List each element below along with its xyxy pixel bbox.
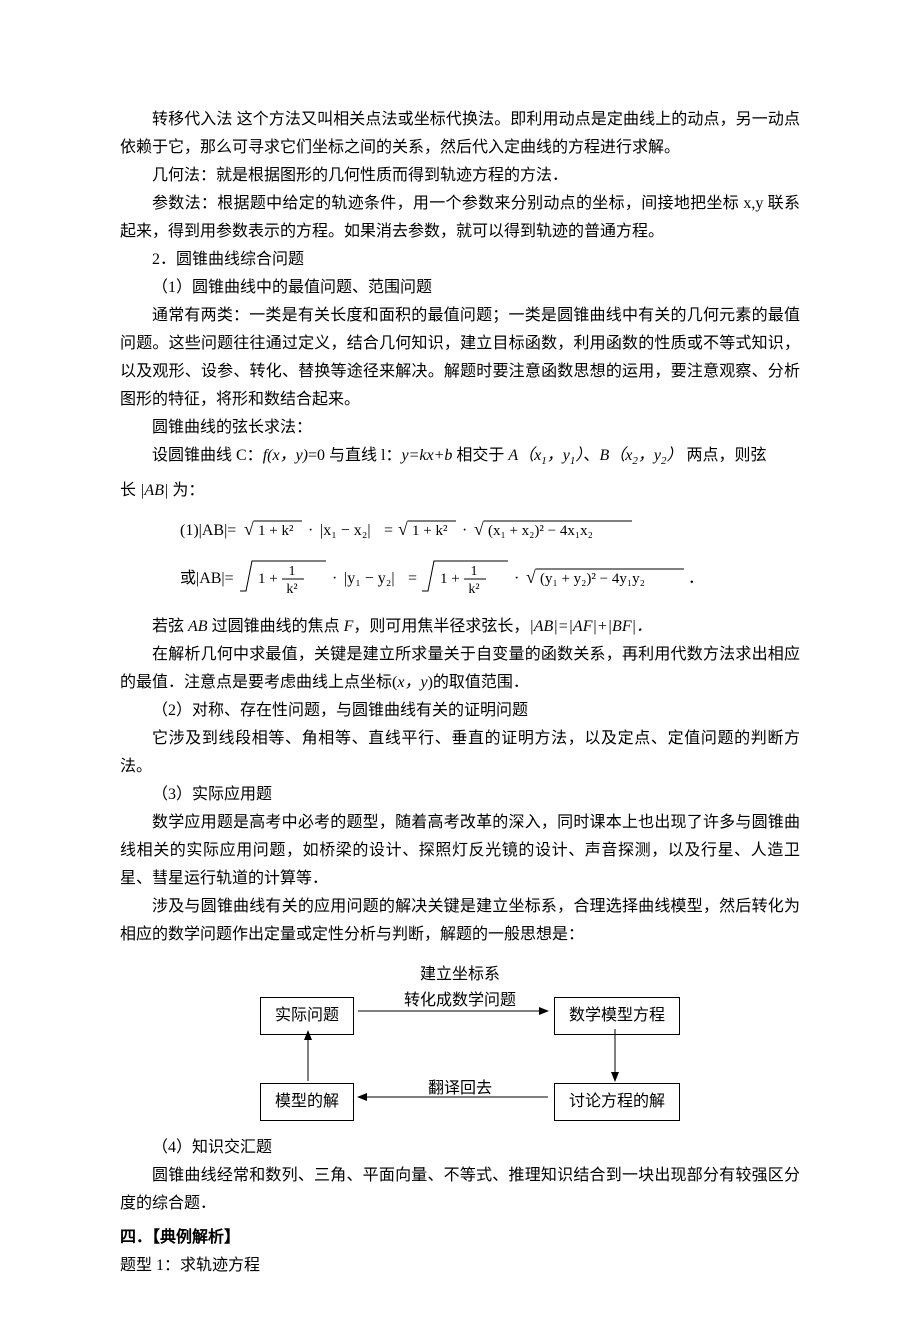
para-geometry-method: 几何法：就是根据图形的几何性质而得到轨迹方程的方法． (120, 162, 800, 190)
math-point-a: A（x1，y1） (508, 447, 583, 464)
flow-box-discuss-solution: 讨论方程的解 (554, 1083, 680, 1121)
para-focus-chord: 若弦 AB 过圆锥曲线的焦点 F，则可用焦半径求弦长，|AB|=|AF|+|BF… (120, 613, 800, 641)
svg-text:√: √ (244, 519, 254, 539)
text-part: =0 与直线 l： (308, 447, 401, 464)
para-extreme-value: 在解析几何中求最值，关键是建立所求量关于自变量的函数关系，再利用代数方法求出相应… (120, 641, 800, 697)
svg-text:1: 1 (289, 564, 296, 579)
svg-text:k²: k² (468, 582, 479, 597)
heading-sub-2: （2）对称、存在性问题，与圆锥曲线有关的证明问题 (120, 697, 800, 725)
svg-text:1: 1 (471, 564, 478, 579)
heading-sub-1: （1）圆锥曲线中的最值问题、范围问题 (120, 274, 800, 302)
svg-text:1 +: 1 + (440, 571, 460, 587)
svg-text:或|AB|=: 或|AB|= (180, 569, 234, 587)
para-symmetry: 它涉及到线段相等、角相等、直线平行、垂直的证明方法，以及定点、定值问题的判断方法… (120, 725, 800, 781)
flow-label-translate: 翻译回去 (410, 1075, 510, 1103)
math-abs-ab: |AB| (140, 482, 168, 499)
para-parameter-method: 参数法：根据题中给定的轨迹条件，用一个参数来分别动点的坐标，间接地把坐标 x,y… (120, 190, 800, 246)
text-part: 两点，则弦 (682, 447, 766, 464)
svg-text:1 +: 1 + (258, 571, 278, 587)
formula-chord-length: (1)|AB|= √ 1 + k² · |x₁ − x₂| = √ 1 + k²… (180, 513, 800, 609)
flow-box-model-solution: 模型的解 (260, 1083, 354, 1121)
svg-text:·: · (462, 522, 467, 539)
math-fxy: f(x，y) (263, 447, 308, 464)
para-application-key: 涉及与圆锥曲线有关的应用问题的解决关键是建立坐标系，合理选择曲线模型，然后转化为… (120, 893, 800, 949)
text-part: 若弦 (152, 618, 188, 635)
math-point-b: B（x2，y2） (599, 447, 682, 464)
heading-sub-4: （4）知识交汇题 (120, 1134, 800, 1162)
flow-box-real-problem: 实际问题 (260, 997, 354, 1035)
flowchart: 建立坐标系 实际问题 数学模型方程 模型的解 讨论方程的解 转化成数学问题 翻译… (240, 961, 680, 1126)
svg-text:k²: k² (286, 582, 297, 597)
svg-text:·: · (332, 570, 337, 587)
para-transfer-method: 转移代入法 这个方法又叫相关点法或坐标代换法。即利用动点是定曲线上的动点，另一动… (120, 106, 800, 162)
math-xy: x，y (397, 674, 427, 691)
para-application: 数学应用题是高考中必考的题型，随着高考改革的深入，同时课本上也出现了许多与圆锥曲… (120, 809, 800, 893)
formula-lead: (1)|AB|= (180, 522, 236, 539)
svg-text:√: √ (474, 519, 484, 539)
svg-text:√: √ (398, 519, 408, 539)
flow-box-math-model: 数学模型方程 (554, 997, 680, 1035)
text-part: 、 (583, 447, 599, 464)
math-f: F (344, 618, 354, 635)
svg-text:1 + k²: 1 + k² (258, 523, 294, 539)
math-ab: AB (188, 618, 208, 635)
text-part: 设圆锥曲线 C： (152, 447, 263, 464)
text-part: 相交于 (452, 447, 508, 464)
text-part: )的取值范围． (428, 674, 529, 691)
svg-text:|x₁ − x₂|: |x₁ − x₂| (320, 522, 371, 539)
svg-text:1 + k²: 1 + k² (412, 523, 448, 539)
para-chord-setup-2: 长 |AB| 为： (120, 477, 800, 505)
svg-text:(y₁ + y₂)² − 4y₁y₂: (y₁ + y₂)² − 4y₁y₂ (540, 571, 645, 587)
svg-text:(x₁ + x₂)² − 4x₁x₂: (x₁ + x₂)² − 4x₁x₂ (488, 523, 593, 539)
svg-text:·: · (308, 522, 313, 539)
section-4-examples: 四．【典例解析】 (120, 1224, 800, 1252)
heading-section-2: 2．圆锥曲线综合问题 (120, 246, 800, 274)
text-part: 长 (120, 482, 140, 499)
svg-text:·: · (514, 570, 519, 587)
text-part: ，则可用焦半径求弦长， (353, 618, 529, 635)
para-chord-setup: 设圆锥曲线 C：f(x，y)=0 与直线 l：y=kx+b 相交于 A（x1，y… (120, 442, 800, 471)
problem-type-1: 题型 1：求轨迹方程 (120, 1252, 800, 1280)
svg-text:|y₁ − y₂|: |y₁ − y₂| (344, 570, 395, 587)
flow-label-top: 建立坐标系 (240, 961, 680, 989)
text-part: 过圆锥曲线的焦点 (208, 618, 344, 635)
para-knowledge-intersect: 圆锥曲线经常和数列、三角、平面向量、不等式、推理知识结合到一块出现部分有较强区分… (120, 1162, 800, 1218)
text-part: 为： (168, 482, 204, 499)
para-chord-length-title: 圆锥曲线的弦长求法： (120, 414, 800, 442)
math-ab-eq: |AB|=|AF|+|BF|． (529, 618, 652, 635)
svg-text:．: ． (688, 570, 704, 587)
para-two-types: 通常有两类：一类是有关长度和面积的最值问题；一类是圆锥曲线中有关的几何元素的最值… (120, 302, 800, 414)
heading-sub-3: （3）实际应用题 (120, 781, 800, 809)
svg-text:=: = (384, 522, 393, 539)
flow-label-transform: 转化成数学问题 (385, 987, 535, 1015)
svg-text:=: = (408, 570, 417, 587)
math-ykxb: y=kx+b (401, 447, 452, 464)
svg-text:√: √ (526, 567, 536, 587)
